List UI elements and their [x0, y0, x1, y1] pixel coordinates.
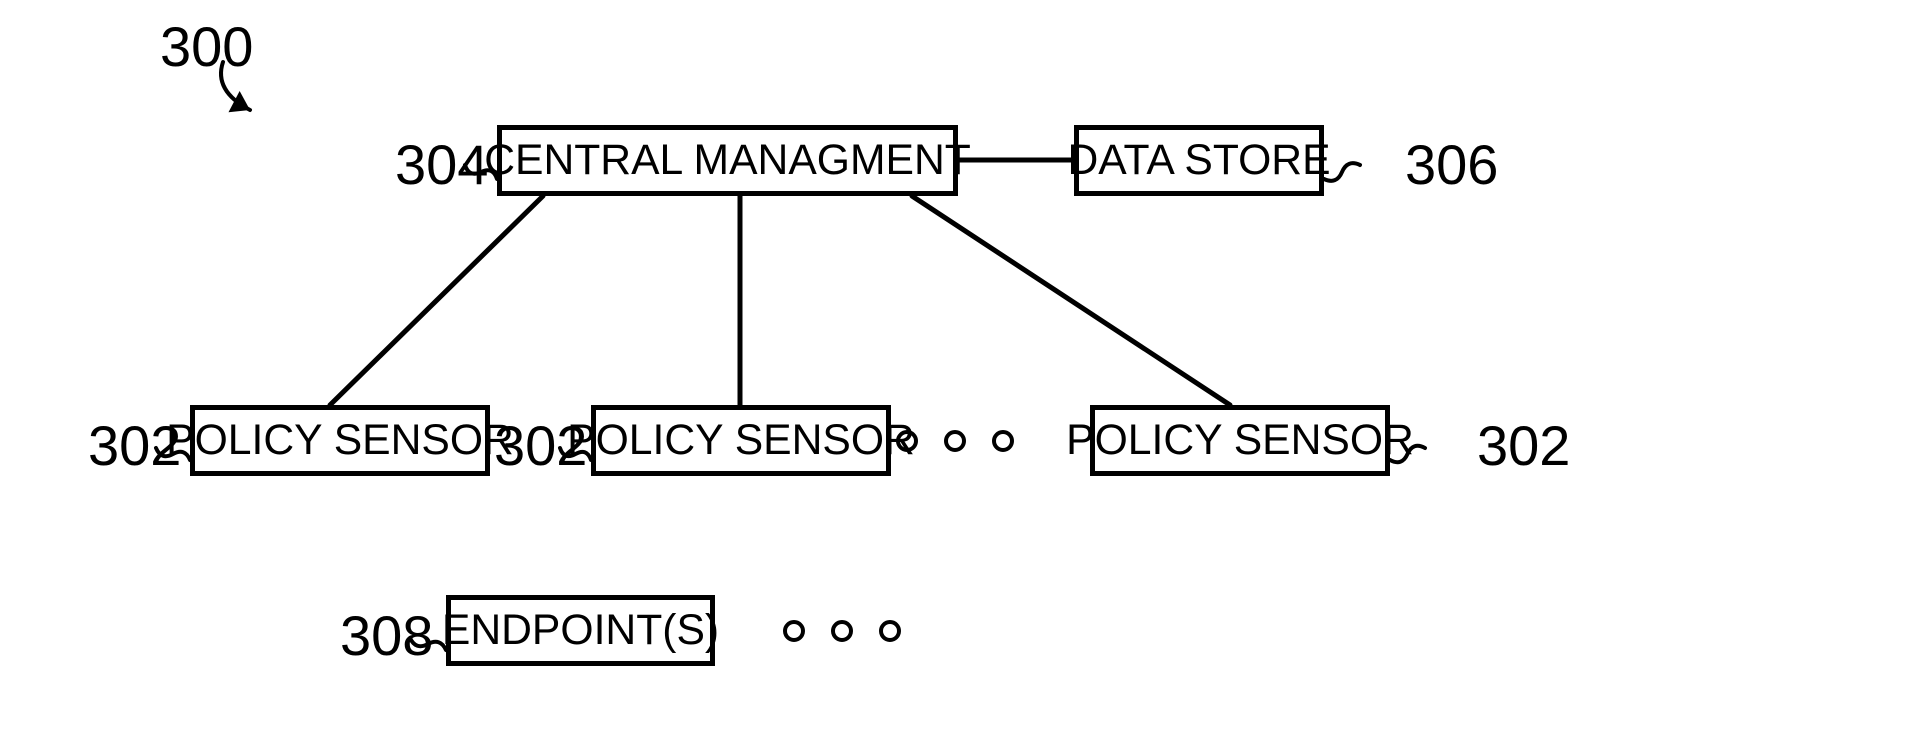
central-management-box: CENTRAL MANAGMENT: [497, 125, 958, 196]
connector-layer: [0, 0, 1905, 743]
figure-ref-number: 300: [160, 14, 253, 79]
endpoints-text: ENDPOINT(S): [442, 606, 719, 655]
ref-label-308: 308: [340, 603, 433, 668]
policy-sensor-box-2: POLICY SENSOR: [591, 405, 891, 476]
data-store-text: DATA STORE: [1067, 136, 1330, 185]
ref-label-304: 304: [395, 132, 488, 197]
policy-sensor-text-3: POLICY SENSOR: [1066, 416, 1414, 465]
data-store-box: DATA STORE: [1074, 125, 1324, 196]
policy-sensor-box-1: POLICY SENSOR: [190, 405, 490, 476]
ref-label-302-a: 302: [88, 413, 181, 478]
ref-label-302-b: 302: [494, 413, 587, 478]
ref-label-306: 306: [1405, 132, 1498, 197]
ref-label-302-c: 302: [1477, 413, 1570, 478]
policy-sensor-text-1: POLICY SENSOR: [166, 416, 514, 465]
central-management-text: CENTRAL MANAGMENT: [484, 136, 971, 185]
policy-sensor-text-2: POLICY SENSOR: [567, 416, 915, 465]
endpoints-box: ENDPOINT(S): [446, 595, 715, 666]
policy-sensor-box-3: POLICY SENSOR: [1090, 405, 1390, 476]
diagram-stage: 300 CENTRAL MANAGMENT DATA STORE POLICY …: [0, 0, 1905, 743]
